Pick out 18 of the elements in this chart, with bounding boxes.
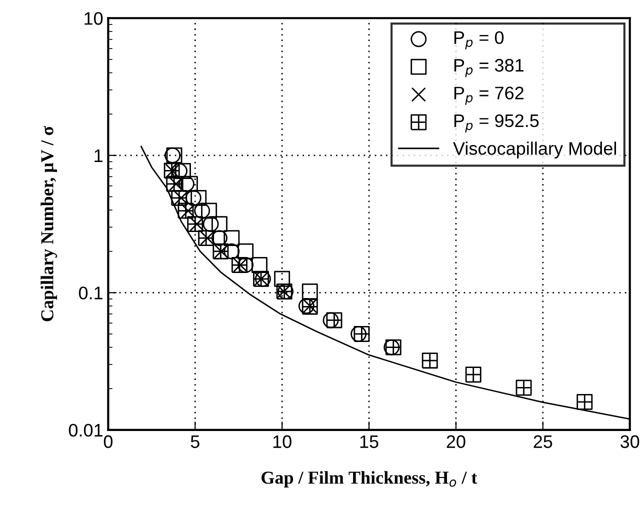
y-tick-label: 10 [84, 12, 103, 25]
x-tick-label: 0 [104, 435, 113, 448]
y-axis-title: Capillary Number, μV / σ [40, 126, 58, 322]
y-tick-label: 0.01 [68, 424, 102, 437]
legend-label: P$_{p}$ = 0 [454, 31, 504, 50]
legend-label: P$_{p}$ = 952.5 [454, 114, 539, 133]
legend-label: Viscocapillary Model [453, 142, 616, 158]
x-tick-label: 5 [190, 435, 200, 448]
x-tick-label: 25 [534, 435, 552, 448]
x-tick-label: 30 [620, 435, 640, 448]
x-tick-label: 20 [446, 435, 466, 448]
legend-label: P$_{p}$ = 762 [454, 86, 524, 105]
x-axis-title: Gap / Film Thickness, H$_{o}$ / t [262, 471, 478, 488]
x-tick-label: 10 [273, 435, 292, 448]
y-tick-label: 1 [94, 150, 102, 162]
y-tick-label: 0.1 [78, 286, 102, 300]
x-tick-label: 15 [360, 435, 378, 448]
legend-label: P$_{p}$ = 381 [454, 58, 524, 78]
